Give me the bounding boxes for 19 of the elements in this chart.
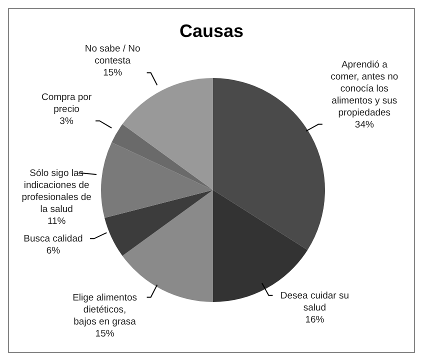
- chart-title: Causas: [178, 21, 245, 42]
- data-label: 15%: [95, 328, 115, 340]
- slice-label: Desea cuidar su salud: [280, 290, 350, 314]
- data-label: 11%: [47, 216, 66, 228]
- data-label: 34%: [354, 119, 374, 130]
- pie-slice: [101, 142, 213, 218]
- slice-label: Busca calidad: [24, 234, 83, 245]
- data-label: 16%: [305, 314, 325, 326]
- slice-label: Compra por precio: [41, 92, 92, 115]
- slice-label: Sólo sigo las indicaciones de profesionales de la salud: [22, 168, 92, 216]
- pie-slice: [213, 78, 325, 250]
- data-label: 6%: [46, 246, 61, 257]
- slice-label: No sabe / No contesta: [84, 44, 140, 67]
- data-label: 3%: [60, 116, 74, 127]
- pie-slice: [122, 78, 213, 190]
- pie-slice: [112, 124, 213, 190]
- slice-label: Aprendió a comer, antes no conocía los alimentos y sus propiedades: [330, 59, 398, 118]
- slice-label: Elige alimentos dietéticos, bajos en grasa: [72, 292, 138, 328]
- data-label: 15%: [103, 68, 123, 79]
